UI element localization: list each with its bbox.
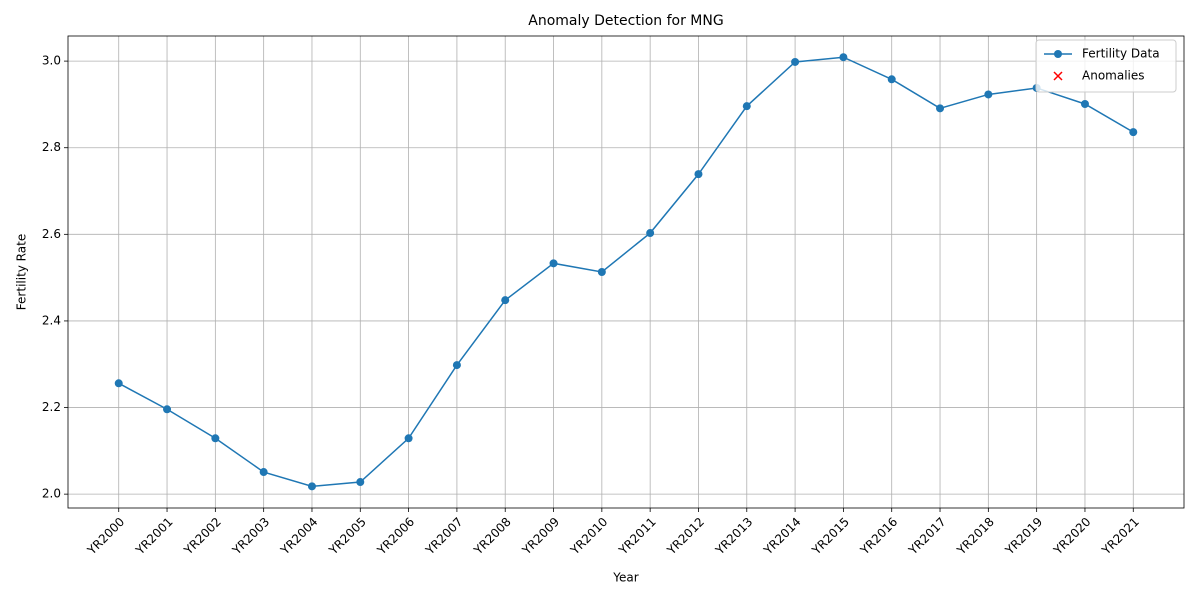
point [356, 478, 365, 487]
y-tick-label: 2.0 [42, 487, 61, 501]
point [1080, 99, 1089, 108]
point [307, 482, 316, 491]
point [646, 229, 655, 238]
y-tick-label: 3.0 [42, 54, 61, 68]
x-axis-label: Year [612, 571, 638, 585]
point [1129, 128, 1138, 137]
point [887, 75, 896, 84]
point [114, 379, 123, 388]
point [549, 259, 558, 268]
y-tick-label: 2.6 [42, 227, 61, 241]
legend-marker [1053, 71, 1063, 81]
legend-label: Fertility Data [1082, 47, 1160, 61]
legend-marker [1054, 50, 1062, 58]
point [259, 468, 268, 477]
line [118, 56, 1134, 488]
point [839, 53, 848, 62]
point [163, 405, 172, 414]
point [404, 434, 413, 443]
point [452, 361, 461, 370]
y-tick-label: 2.8 [42, 140, 61, 154]
y-axis-label: Fertility Rate [15, 234, 29, 310]
point [694, 170, 703, 179]
point [501, 296, 510, 305]
point [936, 104, 945, 113]
chart-title: Anomaly Detection for MNG [528, 13, 723, 29]
point [742, 102, 751, 111]
legend-box [1035, 39, 1177, 93]
y-tick-label: 2.2 [42, 400, 61, 414]
point [791, 57, 800, 66]
plot-frame [67, 35, 1185, 509]
point [984, 90, 993, 99]
point [211, 434, 220, 443]
legend-label: Anomalies [1082, 69, 1145, 83]
y-tick-label: 2.4 [42, 313, 61, 327]
point [597, 268, 606, 276]
